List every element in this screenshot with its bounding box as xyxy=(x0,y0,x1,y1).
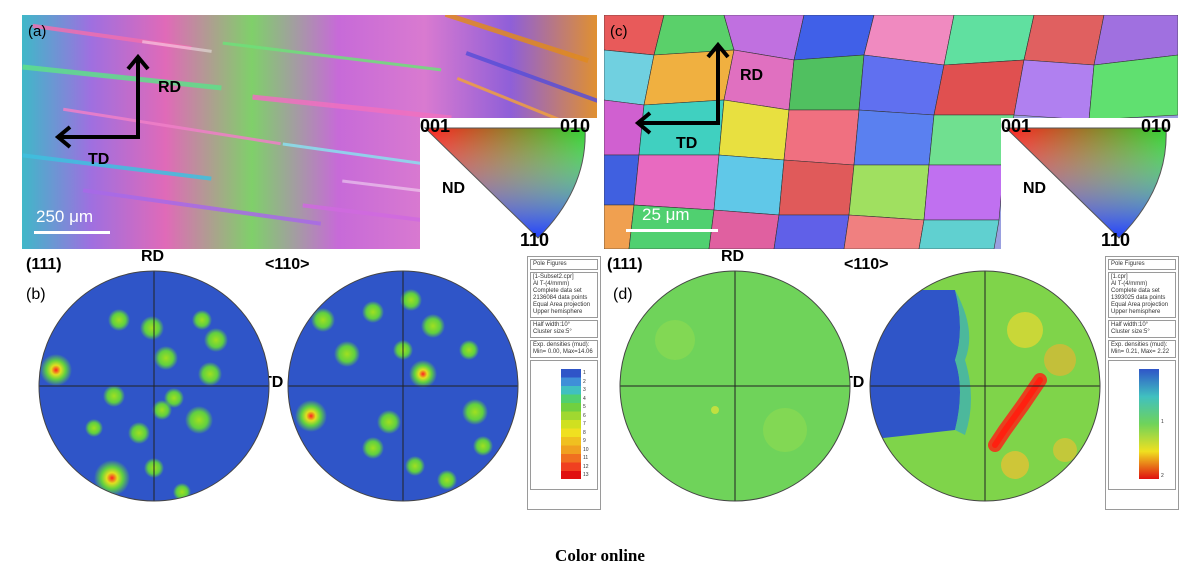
rd-td-axes-icon xyxy=(634,41,730,135)
key-110: 110 xyxy=(520,230,550,249)
ebsd-map-c: (c) RD TD 25 μm 001 010 ND 110 xyxy=(604,15,1178,249)
direction-110-label: <110> xyxy=(265,256,310,273)
scale-bar-label: 25 μm xyxy=(642,205,690,224)
td-label: TD xyxy=(676,135,698,152)
key-nd: ND xyxy=(1023,180,1047,197)
ebsd-map-a: (a) RD TD 250 μm 001 010 ND 110 xyxy=(22,15,597,249)
key-010: 010 xyxy=(1141,116,1172,136)
pole-figure-b-111 xyxy=(38,270,270,502)
panel-label-b: (b) xyxy=(26,286,46,303)
rd-label: RD xyxy=(740,67,764,84)
pole-figure-d-111 xyxy=(619,270,851,502)
legend-colour-scale: 1 2 3 4 5 6 7 8 9 10 11 12 13 xyxy=(530,360,598,490)
key-nd: ND xyxy=(442,180,466,197)
rd-label: RD xyxy=(158,79,182,96)
ipf-color-key: 001 010 ND 110 xyxy=(1001,116,1178,249)
panel-label-a: (a) xyxy=(28,23,47,40)
legend-colour-scale: 1 2 xyxy=(1108,360,1176,490)
plane-111-label: (111) xyxy=(26,256,62,273)
pole-figure-legend-d: Pole Figures [1.cpr] Al T-(4/mmm) Comple… xyxy=(1105,256,1179,510)
panel-label-d: (d) xyxy=(613,286,633,303)
orientation-map-c xyxy=(604,15,1178,249)
legend-densities: Exp. densities (mud): Min= 0.00, Max=14.… xyxy=(530,340,598,358)
plane-111-label: (111) xyxy=(607,256,643,273)
figure-caption: Color online xyxy=(555,546,645,565)
rd-td-axes-icon xyxy=(54,53,150,149)
legend-halfwidth: Half width:10° Cluster size:5° xyxy=(1108,320,1176,338)
legend-info: [1-Subset2.cpr] Al T-(4/mmm) Complete da… xyxy=(530,272,598,318)
rd-label: RD xyxy=(141,248,165,265)
scale-bar xyxy=(34,231,110,234)
legend-title: Pole Figures xyxy=(1108,259,1176,270)
legend-info: [1.cpr] Al T-(4/mmm) Complete data set 1… xyxy=(1108,272,1176,318)
pole-figure-b-110 xyxy=(287,270,519,502)
panel-label-c: (c) xyxy=(610,23,628,40)
pole-figure-d-110 xyxy=(869,270,1101,502)
legend-densities: Exp. densities (mud): Min= 0.21, Max= 2.… xyxy=(1108,340,1176,358)
legend-title: Pole Figures xyxy=(530,259,598,270)
key-110: 110 xyxy=(1101,230,1131,249)
key-001: 001 xyxy=(1001,116,1032,136)
direction-110-label: <110> xyxy=(844,256,889,273)
scale-bar-label: 250 μm xyxy=(36,207,94,226)
key-010: 010 xyxy=(560,116,591,136)
pole-figure-legend-b: Pole Figures [1-Subset2.cpr] Al T-(4/mmm… xyxy=(527,256,601,510)
legend-halfwidth: Half width:10° Cluster size:5° xyxy=(530,320,598,338)
scale-bar xyxy=(626,229,718,232)
rd-label: RD xyxy=(721,248,745,265)
ipf-color-key: 001 010 ND 110 xyxy=(420,116,597,249)
td-label: TD xyxy=(88,151,110,168)
key-001: 001 xyxy=(420,116,451,136)
